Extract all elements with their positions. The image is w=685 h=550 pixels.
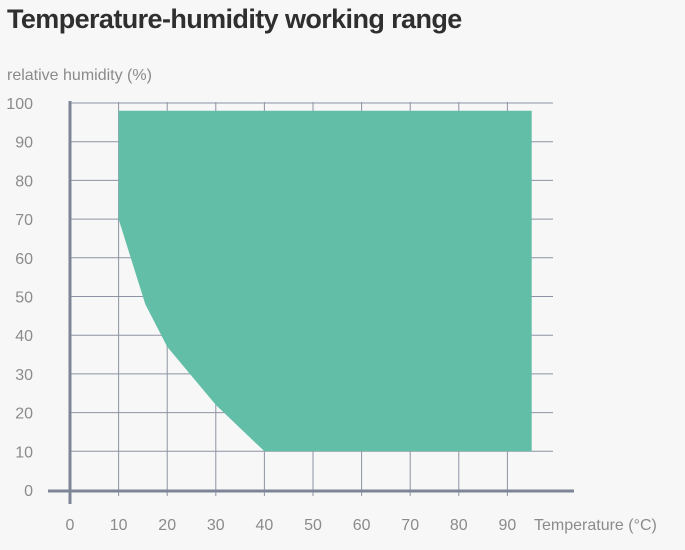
y-tick-label-0: 0 [24,483,33,500]
axis-layer [48,101,574,504]
y-tick-label-70: 70 [15,212,33,229]
y-tick-label-10: 10 [15,444,33,461]
y-tick-label-50: 50 [15,290,33,307]
x-tick-label-60: 60 [353,517,371,534]
x-tick-label-30: 30 [207,517,225,534]
x-tick-label-90: 90 [499,517,517,534]
y-tick-label-90: 90 [15,135,33,152]
x-tick-label-40: 40 [256,517,274,534]
y-tick-label-30: 30 [15,367,33,384]
y-tick-label-20: 20 [15,406,33,423]
x-tick-label-70: 70 [401,517,419,534]
y-tick-label-80: 80 [15,173,33,190]
chart-title: Temperature-humidity working range [7,4,462,34]
x-tick-label-50: 50 [304,517,322,534]
y-tick-label-60: 60 [15,251,33,268]
x-axis-title: Temperature (°C) [534,517,657,534]
series-area-0 [118,110,532,452]
series-layer [118,110,532,452]
y-tick-label-100: 100 [6,96,33,113]
x-tick-label-20: 20 [158,517,176,534]
x-tick-label-10: 10 [110,517,128,534]
y-axis-title: relative humidity (%) [7,67,152,84]
y-tick-label-40: 40 [15,328,33,345]
x-tick-label-0: 0 [66,517,75,534]
x-tick-label-80: 80 [450,517,468,534]
label-layer: 0 10 20 30 40 50 60 70 80 90 100 0 10 20 30 40 50 60 70 80 9… [6,96,516,534]
